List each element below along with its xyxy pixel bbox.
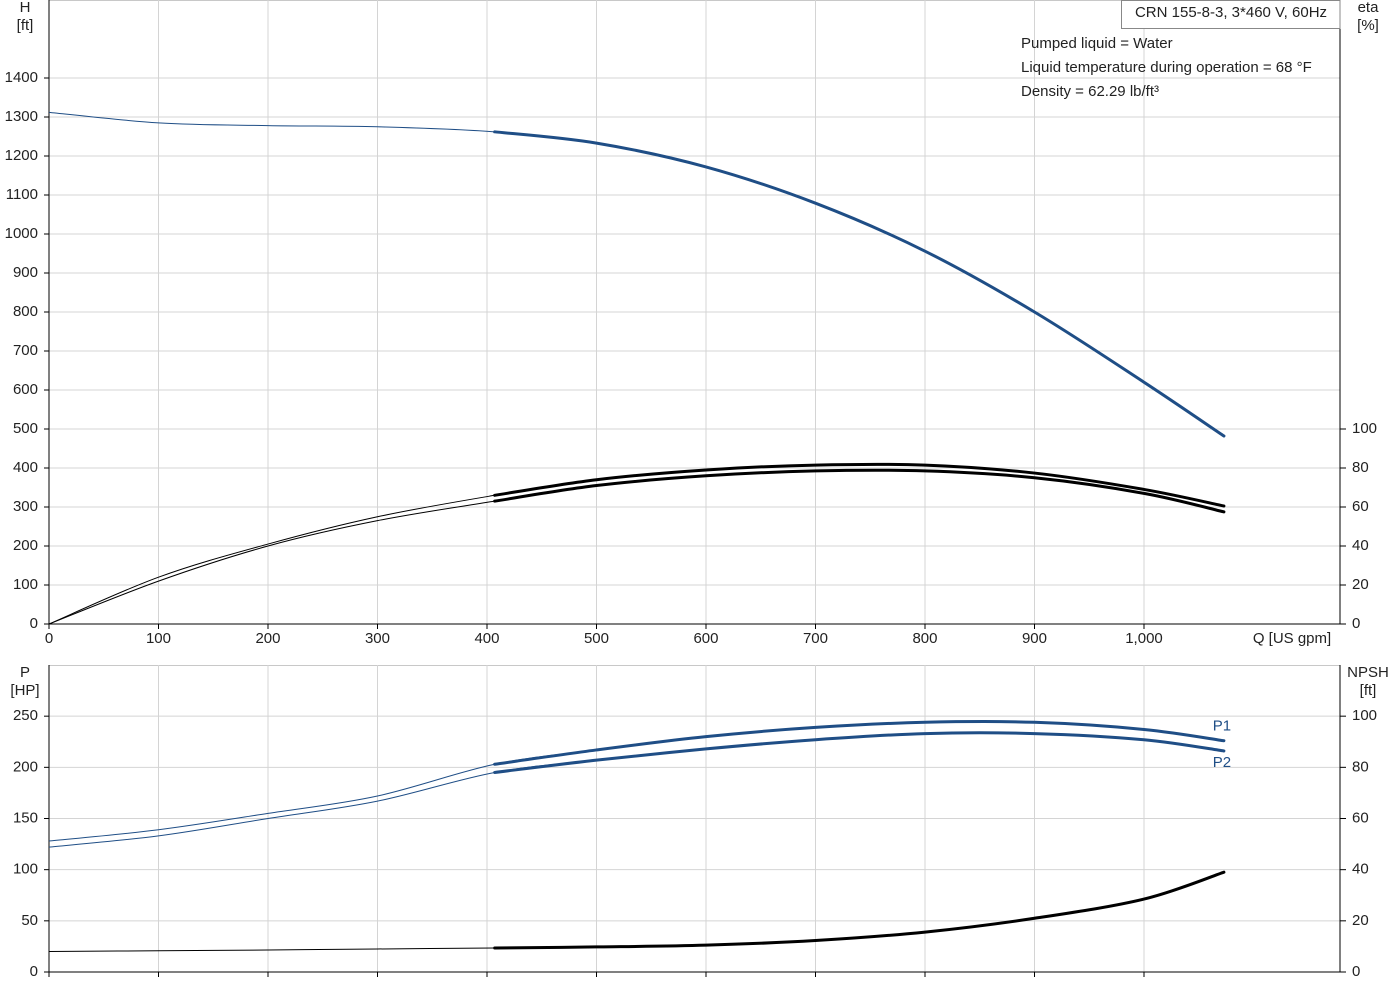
y2-axis-label: eta — [1358, 0, 1380, 16]
y-tick-label: 900 — [13, 264, 38, 281]
curve — [48, 463, 1225, 625]
y2-tick-label: 60 — [1352, 498, 1369, 515]
operating-range-curve — [493, 130, 1226, 438]
x-axis-label: Q [US gpm] — [1253, 630, 1331, 647]
y2-axis-unit: [ft] — [1360, 682, 1377, 699]
y-tick-label: 150 — [13, 809, 38, 826]
y-tick-label: 800 — [13, 303, 38, 320]
y2-tick-label: 80 — [1352, 758, 1369, 775]
curve — [48, 469, 1225, 625]
y2-tick-label: 100 — [1352, 707, 1377, 724]
y2-tick-label: 20 — [1352, 576, 1369, 593]
curve — [48, 871, 1225, 953]
y-tick-label: 300 — [13, 498, 38, 515]
y-axis-unit: [HP] — [10, 682, 39, 699]
annotation: Liquid temperature during operation = 68… — [1021, 59, 1312, 76]
y2-axis-label: NPSH — [1347, 664, 1389, 681]
y-tick-label: 100 — [13, 861, 38, 878]
title-box — [1121, 0, 1341, 29]
series-label: P1 — [1213, 718, 1231, 735]
x-tick-label: 200 — [255, 630, 280, 647]
operating-range-curve — [493, 468, 1226, 514]
x-tick-label: 700 — [803, 630, 828, 647]
series-label: P2 — [1213, 754, 1231, 771]
y-tick-label: 200 — [13, 537, 38, 554]
y-tick-label: 0 — [30, 615, 38, 632]
y-axis-unit: [ft] — [17, 17, 34, 34]
y-tick-label: 600 — [13, 381, 38, 398]
x-tick-label: 300 — [365, 630, 390, 647]
operating-range-curve — [493, 731, 1226, 774]
y-tick-label: 1200 — [5, 147, 38, 164]
operating-range-curve — [493, 462, 1226, 508]
curve — [48, 721, 1224, 842]
y2-tick-label: 20 — [1352, 912, 1369, 929]
y2-tick-label: 60 — [1352, 809, 1369, 826]
y-axis-label: H — [20, 0, 31, 16]
curve — [48, 111, 1225, 437]
x-tick-label: 0 — [45, 630, 53, 647]
x-tick-label: 800 — [912, 630, 937, 647]
y2-axis-unit: [%] — [1357, 17, 1379, 34]
y-tick-label: 50 — [21, 912, 38, 929]
annotation: Pumped liquid = Water — [1021, 35, 1173, 52]
y2-tick-label: 0 — [1352, 963, 1360, 980]
y-tick-label: 200 — [13, 758, 38, 775]
y-tick-label: 100 — [13, 576, 38, 593]
x-tick-label: 500 — [584, 630, 609, 647]
y2-tick-label: 40 — [1352, 861, 1369, 878]
y-tick-label: 1000 — [5, 225, 38, 242]
y-tick-label: 1100 — [6, 186, 38, 203]
y-tick-label: 500 — [13, 420, 38, 437]
operating-range-curve — [493, 870, 1226, 950]
y2-tick-label: 40 — [1352, 537, 1369, 554]
x-tick-label: 100 — [146, 630, 171, 647]
curve — [48, 732, 1224, 848]
y2-tick-label: 80 — [1352, 459, 1369, 476]
x-tick-label: 900 — [1022, 630, 1047, 647]
y-axis-label: P — [20, 664, 30, 681]
operating-range-curve — [493, 720, 1226, 766]
y-tick-label: 250 — [13, 707, 38, 724]
y2-tick-label: 0 — [1352, 615, 1360, 632]
x-tick-label: 600 — [693, 630, 718, 647]
annotation: Density = 62.29 lb/ft³ — [1021, 83, 1159, 100]
y-tick-label: 400 — [13, 459, 38, 476]
y-tick-label: 1400 — [5, 69, 38, 86]
y2-tick-label: 100 — [1352, 420, 1377, 437]
x-tick-label: 1,000 — [1125, 630, 1163, 647]
y-tick-label: 1300 — [5, 108, 38, 125]
chart-title: CRN 155-8-3, 3*460 V, 60Hz — [1135, 4, 1327, 21]
x-tick-label: 400 — [474, 630, 499, 647]
y-tick-label: 0 — [30, 963, 38, 980]
y-tick-label: 700 — [13, 342, 38, 359]
